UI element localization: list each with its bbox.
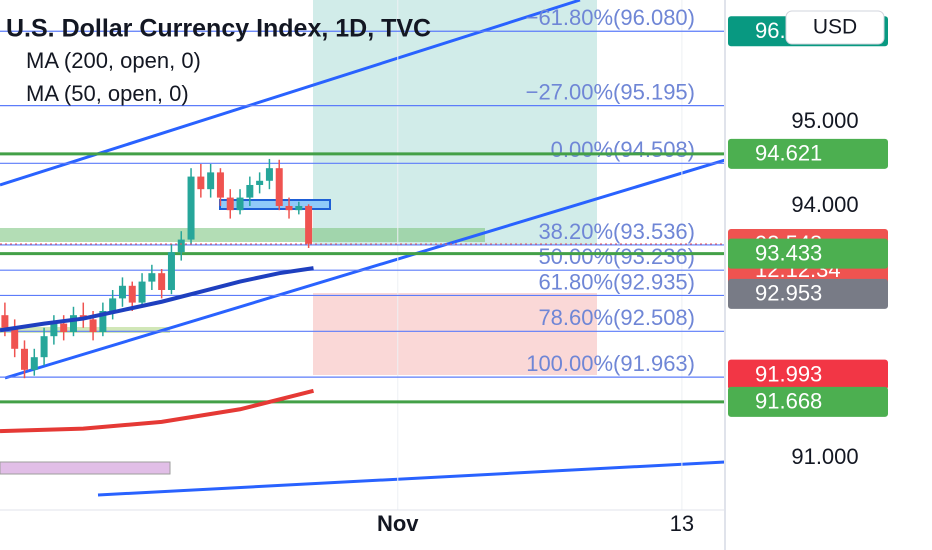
fib-label: 38.20%(93.536) [538, 219, 695, 244]
fib-label: 78.60%(92.508) [538, 305, 695, 330]
candle-body [30, 357, 38, 370]
candle-body [265, 168, 273, 181]
candle-body [99, 310, 107, 332]
price-label: 94.621 [755, 141, 822, 166]
zone [0, 461, 171, 475]
fib-label: −27.00%(95.195) [526, 79, 695, 104]
price-label-box [728, 386, 888, 417]
candle-body [256, 180, 264, 185]
candle-body [158, 273, 166, 290]
candle-body [109, 298, 117, 311]
fib-label: 50.00%(93.236) [538, 244, 695, 269]
candle-body [138, 281, 146, 303]
indicator-label: MA (200, open, 0) [26, 48, 201, 73]
candle-body [20, 348, 28, 370]
moving-average [0, 388, 315, 434]
x-tick-label: 13 [670, 511, 694, 536]
fib-label: 61.80%(92.935) [538, 269, 695, 294]
candle-body [89, 319, 97, 332]
price-label-box [728, 278, 888, 309]
candle-body [187, 176, 195, 240]
candle-body [246, 184, 254, 198]
candle-body [197, 176, 205, 190]
price-label: 92.953 [755, 281, 822, 306]
candle-body [148, 273, 156, 282]
candle-body [207, 172, 215, 190]
x-tick-label: Nov [377, 511, 419, 536]
candle-body [236, 197, 244, 211]
currency-label[interactable]: USD [813, 16, 857, 39]
fib-label: −61.80%(96.080) [526, 5, 695, 30]
price-label-box [728, 138, 888, 169]
trend-line [4, 158, 725, 380]
candle-body [216, 172, 224, 198]
candle-body [177, 239, 185, 253]
moving-average [0, 266, 314, 333]
fib-label: 100.00%(91.963) [526, 351, 695, 376]
candle-body [285, 205, 293, 211]
price-label-box [728, 359, 888, 390]
y-tick-label: 94.000 [791, 192, 858, 217]
candle-body [69, 315, 77, 332]
candle-body [118, 285, 126, 299]
price-label: 93.433 [755, 240, 822, 265]
fib-label: 0.00%(94.508) [551, 137, 695, 162]
price-label-box [728, 238, 888, 269]
indicator-label: MA (50, open, 0) [26, 81, 189, 106]
candle-body [50, 323, 58, 337]
candle-body [226, 197, 234, 211]
price-label: 91.668 [755, 389, 822, 414]
long-position-loss [313, 293, 597, 375]
trend-line [97, 460, 725, 497]
chart-title: U.S. Dollar Currency Index, 1D, TVC [6, 15, 431, 43]
candle-body [60, 323, 68, 332]
candle-body [295, 205, 303, 211]
plot-area: −61.80%(96.080) −27.00%(95.195) 0.00%(94.5… [0, 0, 725, 510]
candle-body [1, 315, 9, 328]
candle-body [40, 336, 48, 358]
candle-body [11, 327, 19, 349]
candle-body [167, 252, 175, 290]
candle-body [275, 168, 283, 206]
candle-body [305, 205, 313, 244]
currency-button[interactable] [785, 10, 885, 45]
y-tick-label: 95.000 [791, 108, 858, 133]
zone [0, 228, 485, 242]
zone [219, 199, 331, 210]
y-tick-label: 91.000 [791, 444, 858, 469]
candle-body [128, 285, 136, 303]
price-label: 91.993 [755, 361, 822, 386]
zone [0, 327, 170, 333]
